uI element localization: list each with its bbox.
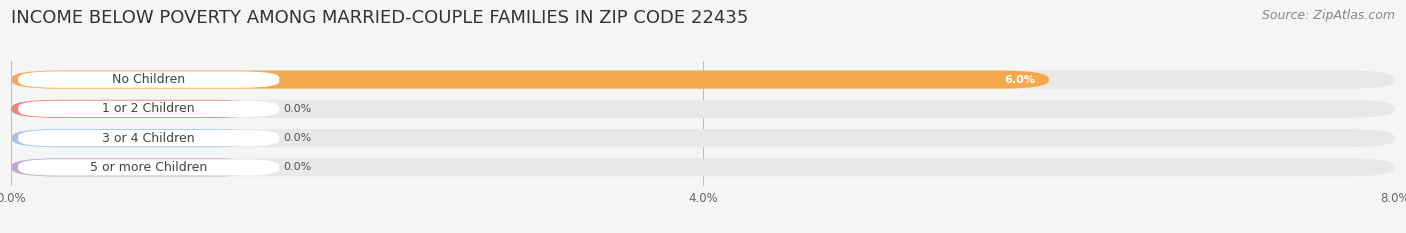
- Text: 6.0%: 6.0%: [1004, 75, 1035, 85]
- Text: No Children: No Children: [112, 73, 186, 86]
- FancyBboxPatch shape: [11, 129, 1395, 147]
- FancyBboxPatch shape: [18, 101, 280, 117]
- FancyBboxPatch shape: [18, 130, 280, 146]
- FancyBboxPatch shape: [11, 158, 262, 176]
- Text: 5 or more Children: 5 or more Children: [90, 161, 207, 174]
- FancyBboxPatch shape: [11, 71, 1395, 89]
- FancyBboxPatch shape: [18, 71, 280, 88]
- Text: Source: ZipAtlas.com: Source: ZipAtlas.com: [1261, 9, 1395, 22]
- FancyBboxPatch shape: [11, 129, 262, 147]
- Text: INCOME BELOW POVERTY AMONG MARRIED-COUPLE FAMILIES IN ZIP CODE 22435: INCOME BELOW POVERTY AMONG MARRIED-COUPL…: [11, 9, 748, 27]
- FancyBboxPatch shape: [18, 159, 280, 176]
- FancyBboxPatch shape: [11, 100, 1395, 118]
- FancyBboxPatch shape: [11, 100, 262, 118]
- FancyBboxPatch shape: [11, 71, 1049, 89]
- Text: 3 or 4 Children: 3 or 4 Children: [103, 132, 195, 145]
- Text: 0.0%: 0.0%: [283, 162, 311, 172]
- FancyBboxPatch shape: [11, 158, 1395, 176]
- Text: 1 or 2 Children: 1 or 2 Children: [103, 102, 195, 115]
- Text: 0.0%: 0.0%: [283, 104, 311, 114]
- Text: 0.0%: 0.0%: [283, 133, 311, 143]
